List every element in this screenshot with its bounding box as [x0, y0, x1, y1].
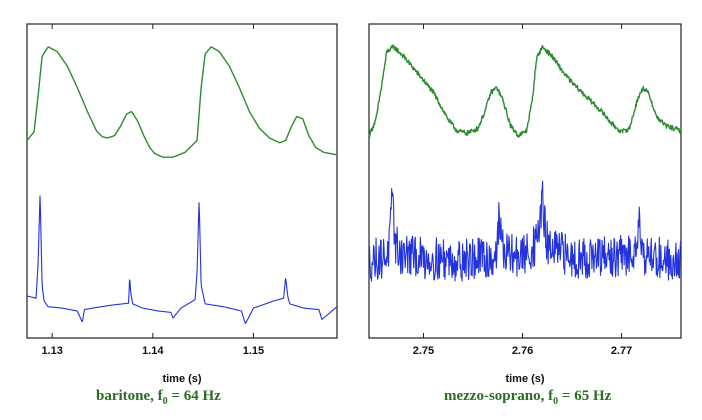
x-tick-label: 1.14	[142, 345, 164, 357]
series-line-flow	[26, 46, 338, 158]
series-line-flow	[368, 44, 682, 138]
series-line-derivative	[368, 180, 682, 282]
panel-mezzo-soprano: 2.75 2.76 2.77 time (s)	[368, 23, 682, 385]
panel-baritone: 1.13 1.14 1.15 time (s)	[26, 23, 338, 385]
series-line-derivative	[26, 195, 338, 325]
caption-mezzo-text: mezzo-soprano, f	[444, 388, 554, 404]
caption-mezzo-soprano: mezzo-soprano, f0 = 65 Hz	[444, 388, 611, 407]
x-tick-label: 1.15	[243, 345, 264, 357]
plot-frame	[26, 23, 338, 339]
x-tick-label: 2.75	[413, 345, 434, 357]
caption-mezzo-subscript: 0	[553, 396, 559, 407]
x-axis-title: time (s)	[162, 373, 201, 385]
caption-baritone-text: baritone, f	[96, 388, 163, 404]
plot-frame	[368, 23, 682, 339]
x-tick-label: 2.76	[512, 345, 533, 357]
caption-baritone-subscript: 0	[162, 396, 168, 407]
caption-baritone-tail: = 64 Hz	[167, 388, 221, 404]
x-tick-label: 1.13	[41, 345, 62, 357]
caption-mezzo-tail: = 65 Hz	[558, 388, 612, 404]
caption-baritone: baritone, f0 = 64 Hz	[96, 388, 221, 407]
x-axis-title: time (s)	[505, 373, 544, 385]
x-tick-label: 2.77	[611, 345, 632, 357]
